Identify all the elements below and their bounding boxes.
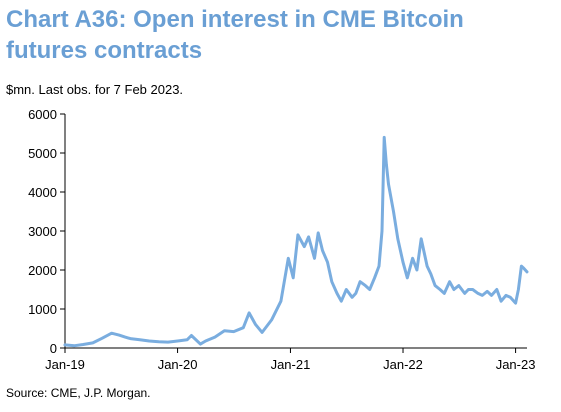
y-tick-label: 1000 <box>28 302 57 317</box>
chart-subtitle: $mn. Last obs. for 7 Feb 2023. <box>6 82 184 97</box>
x-axis: Jan-19 Jan-20 Jan-21 Jan-22 Jan-23 <box>45 347 536 372</box>
y-tick-label: 2000 <box>28 263 57 278</box>
chart-title: Chart A36: Open interest in CME Bitcoin … <box>6 6 464 64</box>
x-tick-label: Jan-19 <box>45 357 85 372</box>
y-axis: 0 1000 2000 3000 4000 5000 6000 <box>28 107 66 356</box>
series-line <box>63 135 529 348</box>
y-tick-label: 3000 <box>28 224 57 239</box>
y-tick-label: 5000 <box>28 146 57 161</box>
y-tick-label: 4000 <box>28 185 57 200</box>
y-tick-label: 0 <box>50 341 57 356</box>
plot-area <box>63 135 529 348</box>
y-tick-label: 6000 <box>28 107 57 122</box>
x-tick-label: Jan-22 <box>383 357 423 372</box>
x-tick-label: Jan-23 <box>496 357 536 372</box>
x-tick-label: Jan-21 <box>271 357 311 372</box>
x-tick-label: Jan-20 <box>158 357 198 372</box>
source-note: Source: CME, J.P. Morgan. <box>6 386 151 400</box>
